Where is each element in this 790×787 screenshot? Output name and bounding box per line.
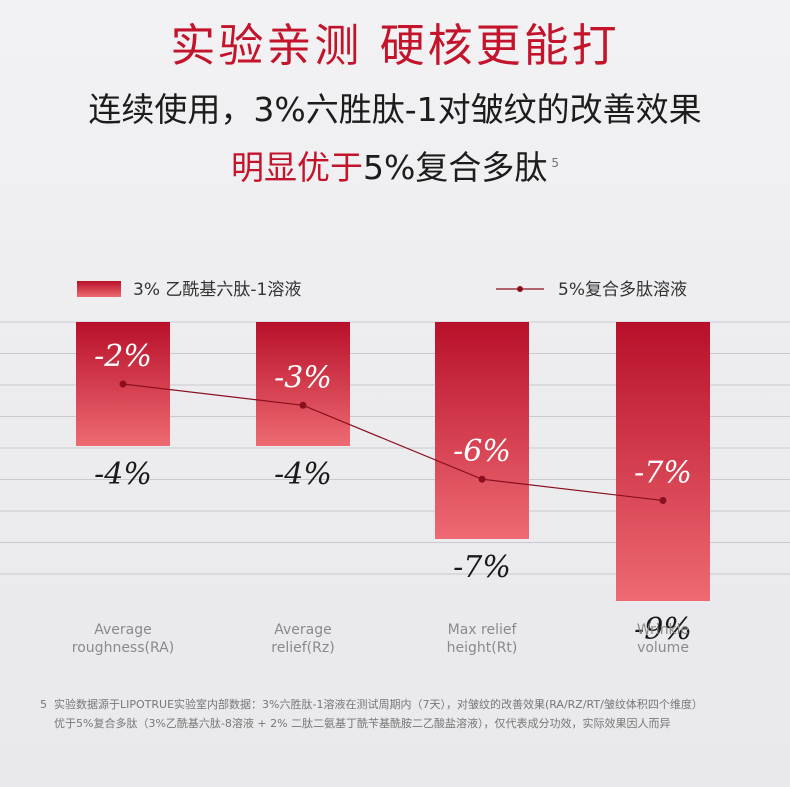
category-label: Max relief: [448, 622, 518, 638]
legend-bar-label: 3% 乙酰基六肽-1溶液: [133, 280, 301, 300]
category-label: volume: [637, 640, 689, 656]
category-label: Average: [94, 622, 152, 638]
line-point: [119, 380, 127, 388]
legend-line-label: 5%复合多肽溶液: [558, 280, 687, 300]
line-point: [478, 475, 486, 483]
subtitle-rest: 5%复合多肽: [363, 148, 548, 187]
line-value-label: -3%: [274, 360, 332, 395]
footnote-line-2: 优于5%复合多肽（3%乙酰基六肽-8溶液 + 2% 二肽二氨基丁酰苄基酰胺二乙酸…: [54, 717, 671, 730]
subtitle-line-1: 连续使用，3%六胜肽-1对皱纹的改善效果: [88, 90, 702, 129]
bar: [616, 322, 710, 601]
bar: [435, 322, 529, 539]
subtitle-line-2: 明显优于5%复合多肽 5: [0, 141, 790, 190]
bar-value-label: -7%: [453, 550, 511, 585]
footnote: 5 实验数据源于LIPOTRUE实验室内部数据：3%六胜肽-1溶液在测试周期内（7…: [40, 695, 775, 733]
series-line: [122, 383, 664, 502]
legend-line-marker: [517, 286, 523, 292]
line-value-label: -2%: [94, 339, 152, 374]
footnote-number: 5: [40, 698, 47, 711]
line-value-label: -6%: [453, 434, 511, 469]
bar-value-label: -4%: [94, 457, 152, 492]
line-point: [659, 497, 667, 504]
category-label: roughness(RA): [72, 640, 174, 656]
line-point: [299, 401, 307, 409]
category-label: relief(Rz): [271, 640, 334, 656]
line-value-label: -7%: [634, 456, 692, 491]
category-label: Wrinkle: [637, 622, 689, 638]
category-label: Average: [274, 622, 332, 638]
category-label: height(Rt): [447, 640, 518, 656]
comparison-chart: 3% 乙酰基六肽-1溶液 5%复合多肽溶液 -4% -4% -7% -9% -2% -3% -…: [0, 280, 790, 656]
bar: [256, 322, 350, 446]
subtitle-highlight: 明显优于: [231, 148, 363, 187]
legend-bar-swatch: [77, 281, 121, 297]
bar-value-label: -4%: [274, 457, 332, 492]
page-title: 实验亲测 硬核更能打: [170, 19, 620, 72]
footnote-text-1: 实验数据源于LIPOTRUE实验室内部数据：3%六胜肽-1溶液在测试周期内（7天…: [54, 698, 703, 711]
footnote-line-1: 5 实验数据源于LIPOTRUE实验室内部数据：3%六胜肽-1溶液在测试周期内（7…: [40, 695, 775, 714]
footnote-reference: 5: [551, 156, 559, 170]
bar-value-label: -9%: [634, 612, 692, 647]
